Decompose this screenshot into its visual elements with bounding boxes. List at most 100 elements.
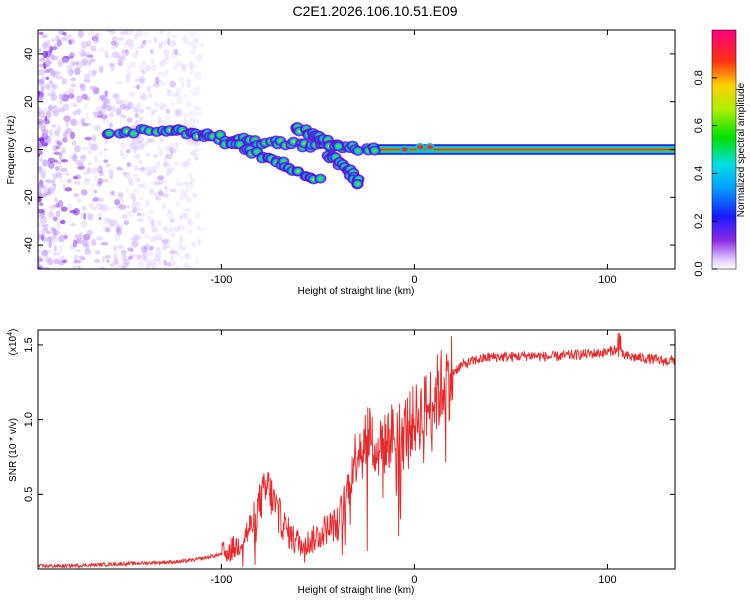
spectrogram-speck <box>87 69 96 77</box>
spectrogram-speck <box>42 226 46 230</box>
spectrogram-speck <box>124 187 129 194</box>
colorbar-tick-label: 0.6 <box>693 118 705 133</box>
spectrogram-speck <box>81 57 89 66</box>
spectrogram-speck <box>188 172 193 179</box>
spectrogram-speck <box>61 77 66 86</box>
spectrogram-speck <box>47 186 55 195</box>
spectrogram-speck <box>73 237 80 245</box>
spectrogram-speck <box>137 140 142 145</box>
spectrogram-speck <box>80 117 86 125</box>
spectrogram-speck <box>104 138 108 145</box>
spectrogram-speck <box>121 266 127 269</box>
spectrogram-speck <box>104 90 108 98</box>
spectrogram-ridges <box>101 122 675 190</box>
spectrogram-speck <box>189 178 194 185</box>
spectrogram-speck <box>38 57 46 61</box>
spectrogram-speck <box>98 217 102 221</box>
spectrogram-speck <box>83 212 87 220</box>
spectrogram-speck <box>110 63 116 72</box>
spectrogram-speck <box>38 48 42 53</box>
spectrogram-speck <box>125 30 134 36</box>
spectrogram-speck <box>131 239 139 248</box>
spectrogram-speck <box>38 92 43 100</box>
spectrogram-speck <box>155 246 161 252</box>
spectrogram-speck <box>186 220 194 227</box>
spectrogram-speck <box>84 248 91 256</box>
ridge-blob <box>296 170 300 173</box>
spectrogram-speck <box>69 131 76 140</box>
spectrogram-speck <box>123 171 132 179</box>
spectrogram-speck <box>140 68 145 73</box>
spectrogram-speck <box>146 137 153 143</box>
spectrogram-speck <box>166 30 172 38</box>
spectrogram-speck <box>115 226 121 233</box>
spectrogram-speck <box>71 221 76 227</box>
spectrogram-speck <box>70 77 77 82</box>
spectrogram-speck <box>136 146 144 151</box>
spectrogram-speck <box>61 147 66 155</box>
spectrogram-speck <box>51 172 58 180</box>
colorbar-gradient <box>711 29 737 270</box>
spectrogram-speck <box>146 261 153 267</box>
spectrogram-speck <box>92 69 97 76</box>
spectrogram-speck <box>166 211 174 219</box>
spectrogram-speck <box>126 210 134 218</box>
spectrogram-speck <box>104 256 110 262</box>
spectrogram-speck <box>115 81 124 85</box>
spectrogram-speck <box>139 75 146 84</box>
spectrogram-speck <box>94 115 102 119</box>
spectrogram-speck <box>78 255 85 260</box>
spectrogram-speck <box>84 243 90 251</box>
spectrogram-speck <box>83 73 90 82</box>
spectrogram-speck <box>80 84 86 92</box>
spectrogram-speck <box>184 212 188 220</box>
ridge-hotspot <box>426 145 433 150</box>
spectrogram-speck <box>38 214 41 220</box>
spectrogram-speck <box>189 88 194 93</box>
spectrogram-speck <box>139 212 146 218</box>
spectrogram-speck <box>124 49 130 57</box>
spectrogram-speck <box>189 150 196 157</box>
spectrogram-speck <box>182 181 189 186</box>
spectrogram-speck <box>38 230 43 239</box>
spectrogram-speck <box>56 221 61 230</box>
ridge-blob <box>168 128 171 131</box>
spectrogram-speck <box>93 68 101 74</box>
spectrogram-speck <box>188 265 194 269</box>
spectrogram-speck <box>145 152 151 158</box>
spectrogram-speck <box>169 146 174 155</box>
spectrogram-speck <box>148 210 155 215</box>
spectrogram-speck <box>159 106 163 111</box>
spectrogram-speck <box>64 187 73 192</box>
spectrogram-speck <box>105 118 113 125</box>
spectrogram-speck <box>72 265 76 269</box>
spectrogram-speck <box>143 31 150 36</box>
spectrogram-speck <box>80 47 87 52</box>
spectrogram-speck <box>81 93 88 100</box>
spectrogram-speck <box>146 85 151 93</box>
spectrogram-speck <box>40 123 47 132</box>
spectrogram-speck <box>157 115 162 124</box>
colorbar-ticks: 0.0 0.2 0.4 0.6 0.8 <box>693 70 717 277</box>
spectrogram-speck <box>152 164 160 172</box>
spectrogram-speck <box>166 37 171 46</box>
spectrogram-speck <box>168 41 176 48</box>
spectrogram-speck <box>54 129 60 137</box>
spectrogram-speck <box>72 110 77 116</box>
spectrogram-speck <box>134 105 140 114</box>
spectrogram-speck <box>46 45 52 50</box>
spectrogram-speck <box>57 59 64 67</box>
spectrogram-speck <box>105 207 114 211</box>
spectrogram-speck <box>117 244 124 250</box>
spectrogram-speck <box>147 251 154 257</box>
spectrogram-speck <box>162 49 170 56</box>
spectrogram-speck <box>94 249 101 255</box>
spectrogram-speck <box>76 237 83 245</box>
spectrogram-speck <box>150 223 157 231</box>
spectrogram-speck <box>77 165 85 170</box>
spectrogram-speck <box>111 105 117 113</box>
spectrogram-speck <box>119 57 125 61</box>
spectrogram-speck <box>60 159 69 163</box>
spectrogram-speck <box>94 37 98 46</box>
spectrogram-speck <box>99 95 106 100</box>
